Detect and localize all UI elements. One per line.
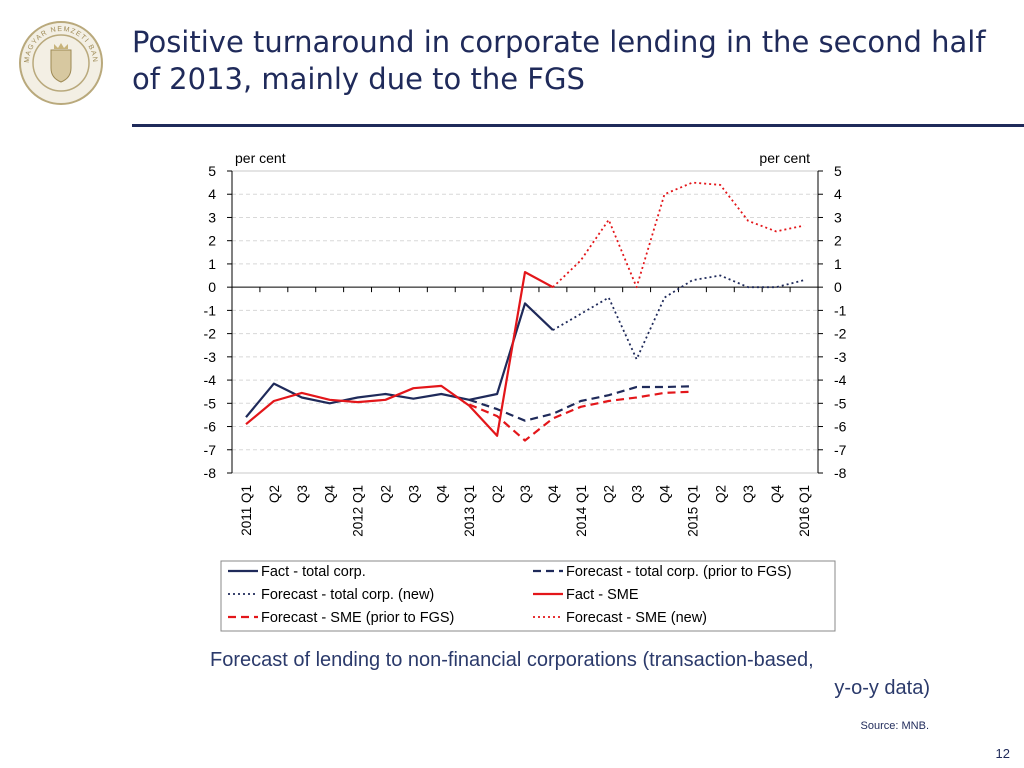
y-tick-label-right: -6 bbox=[834, 419, 847, 435]
y-tick-label-left: -4 bbox=[204, 372, 217, 388]
y-axis-label-left: per cent bbox=[235, 150, 286, 166]
legend-box bbox=[220, 560, 836, 632]
x-tick-label: Q4 bbox=[769, 485, 784, 504]
caption-line-2: y-o-y data) bbox=[834, 677, 930, 699]
x-tick-label: Q2 bbox=[713, 485, 728, 503]
y-tick-label-right: 4 bbox=[834, 186, 842, 202]
y-tick-label-left: -8 bbox=[204, 465, 217, 481]
y-tick-label-right: -4 bbox=[834, 372, 847, 388]
y-tick-label-right: 5 bbox=[834, 163, 842, 179]
x-tick-label: Q2 bbox=[267, 485, 282, 503]
y-tick-label-left: -6 bbox=[204, 419, 217, 435]
x-tick-label: Q2 bbox=[602, 485, 617, 503]
x-tick-label: Q2 bbox=[378, 485, 393, 503]
series-line-2 bbox=[468, 385, 693, 422]
slide-title: Positive turnaround in corporate lending… bbox=[132, 25, 986, 96]
y-tick-label-right: 0 bbox=[834, 279, 842, 295]
x-tick-label: Q3 bbox=[518, 485, 533, 503]
series-line-3 bbox=[552, 274, 805, 361]
y-tick-label-left: -2 bbox=[204, 326, 217, 342]
legend-label: Fact - SME bbox=[566, 587, 639, 603]
legend-label: Forecast - SME (new) bbox=[566, 610, 707, 626]
y-tick-label-left: -1 bbox=[204, 302, 217, 318]
source-note: Source: MNB. bbox=[860, 720, 929, 732]
y-tick-label-left: 5 bbox=[208, 163, 216, 179]
y-tick-label-right: -2 bbox=[834, 326, 847, 342]
series-lines bbox=[245, 181, 805, 442]
legend-label: Forecast - total corp. (prior to FGS) bbox=[566, 564, 792, 580]
x-tick-label: Q3 bbox=[406, 485, 421, 503]
caption-line-1: Forecast of lending to non-financial cor… bbox=[210, 649, 814, 671]
series-line-6 bbox=[552, 181, 805, 289]
x-tick-label: 2016 Q1 bbox=[797, 485, 812, 537]
y-tick-label-right: 2 bbox=[834, 233, 842, 249]
x-tick-label: 2014 Q1 bbox=[574, 485, 589, 537]
legend-label: Forecast - total corp. (new) bbox=[261, 587, 434, 603]
legend: Fact - total corp. Forecast - total corp.… bbox=[220, 560, 836, 632]
legend-label: Forecast - SME (prior to FGS) bbox=[261, 610, 454, 626]
x-tick-label: Q4 bbox=[658, 485, 673, 504]
title-divider bbox=[132, 124, 1024, 127]
y-tick-label-left: -3 bbox=[204, 349, 217, 365]
x-tick-label: 2011 Q1 bbox=[239, 485, 254, 536]
x-tick-label: Q3 bbox=[295, 485, 310, 503]
y-tick-label-right: 1 bbox=[834, 256, 842, 272]
gridlines bbox=[231, 170, 819, 474]
y-tick-label-right: -7 bbox=[834, 442, 847, 458]
legend-label: Fact - total corp. bbox=[261, 564, 366, 580]
x-tick-label: 2013 Q1 bbox=[462, 485, 477, 537]
x-tick-label: 2012 Q1 bbox=[351, 485, 366, 537]
chart-caption: Forecast of lending to non-financial cor… bbox=[210, 646, 930, 702]
y-tick-label-left: 3 bbox=[208, 209, 216, 225]
y-tick-label-right: -1 bbox=[834, 302, 847, 318]
y-tick-label-right: -3 bbox=[834, 349, 847, 365]
y-tick-label-left: 1 bbox=[208, 256, 216, 272]
page-number: 12 bbox=[995, 746, 1010, 761]
y-tick-label-right: -5 bbox=[834, 395, 847, 411]
y-tick-label-left: 0 bbox=[208, 279, 216, 295]
y-tick-label-left: -7 bbox=[204, 442, 217, 458]
y-tick-label-left: 2 bbox=[208, 233, 216, 249]
y-axis-label-right: per cent bbox=[759, 150, 810, 166]
series-line-4 bbox=[245, 271, 554, 437]
series-line-5 bbox=[468, 390, 693, 442]
x-tick-label: Q4 bbox=[323, 485, 338, 504]
y-tick-label-left: 4 bbox=[208, 186, 216, 202]
series-line-1 bbox=[245, 302, 554, 418]
x-tick-label: 2015 Q1 bbox=[685, 485, 700, 537]
x-tick-label: Q4 bbox=[434, 485, 449, 504]
y-tick-label-right: 3 bbox=[834, 209, 842, 225]
y-tick-label-right: -8 bbox=[834, 465, 847, 481]
x-tick-label: Q3 bbox=[741, 485, 756, 503]
axes: 5 5 4 4 3 3 2 2 1 1 0 0 -1 -1 -2 -2 -3 -3 -4 -4 -5 -5 -6 -6 -7 -7… bbox=[204, 150, 847, 537]
y-tick-label-left: -5 bbox=[204, 395, 217, 411]
mnb-logo: MAGYAR NEMZETI BANK bbox=[18, 20, 103, 105]
x-tick-label: Q4 bbox=[546, 485, 561, 504]
x-tick-label: Q3 bbox=[630, 485, 645, 503]
x-tick-label: Q2 bbox=[490, 485, 505, 503]
plot-frame bbox=[231, 170, 819, 474]
